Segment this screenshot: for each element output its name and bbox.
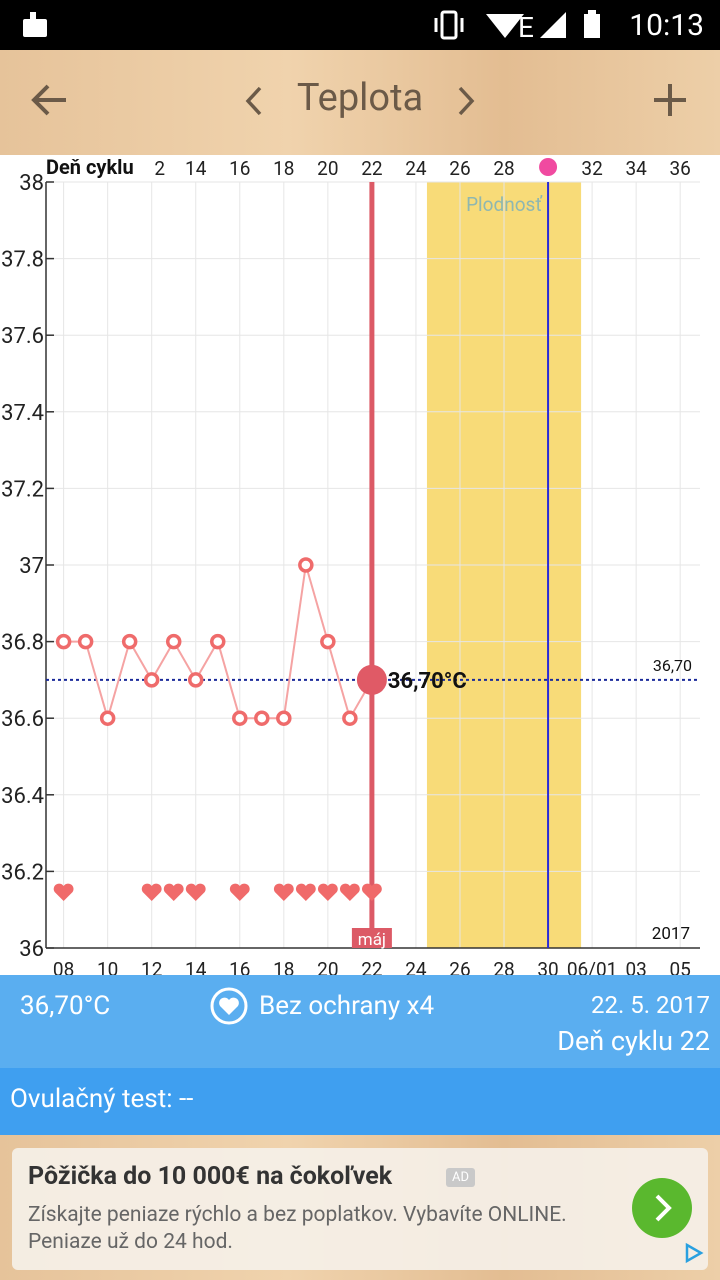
temperature-point bbox=[55, 633, 72, 650]
temperature-point bbox=[121, 633, 138, 650]
ad-button[interactable] bbox=[632, 1178, 692, 1238]
intercourse-heart bbox=[185, 883, 206, 901]
x-tick-label: 14 bbox=[185, 958, 207, 975]
y-tick-label: 37.2 bbox=[1, 477, 44, 502]
top-tick-label: 18 bbox=[273, 157, 294, 180]
toolbar-title: Teplota bbox=[296, 76, 424, 120]
x-tick-label: 03 bbox=[625, 958, 646, 975]
ovulation-test: Ovulačný test: -- bbox=[10, 1084, 194, 1114]
top-tick-label: 16 bbox=[229, 157, 250, 180]
temperature-point bbox=[276, 710, 292, 726]
notification-icon bbox=[23, 12, 47, 37]
top-tick-label: 20 bbox=[317, 157, 338, 180]
intercourse-heart bbox=[273, 883, 294, 901]
temperature-point bbox=[232, 710, 248, 726]
y-tick-label: 36.6 bbox=[1, 707, 44, 732]
y-tick-label: 36.8 bbox=[1, 631, 44, 656]
ovulation-test-row[interactable]: Ovulačný test: -- bbox=[0, 1068, 720, 1135]
protection: Bez ochrany x4 bbox=[259, 991, 435, 1021]
temperature-point bbox=[77, 633, 94, 650]
date: 22. 5. 2017 bbox=[591, 991, 710, 1019]
temperature-point bbox=[342, 710, 358, 726]
day-info: 36,70°C Bez ochrany x4 22. 5. 2017 Deň c… bbox=[0, 975, 720, 1068]
next-button[interactable] bbox=[454, 84, 478, 118]
x-tick-label: 26 bbox=[449, 958, 470, 975]
temperature-point bbox=[99, 710, 116, 726]
y-tick-label: 36.2 bbox=[1, 860, 44, 885]
x-tick-label: 06/01 bbox=[567, 958, 618, 975]
x-tick-label: 22 bbox=[361, 958, 382, 975]
top-tick-label: 28 bbox=[493, 157, 514, 180]
month-label: máj bbox=[358, 930, 386, 950]
x-tick-label: 28 bbox=[493, 958, 514, 975]
x-tick-label: 12 bbox=[141, 958, 162, 975]
intercourse-heart bbox=[229, 883, 250, 901]
temperature-point bbox=[320, 633, 336, 650]
prev-button[interactable] bbox=[242, 84, 266, 118]
top-tick-label: 32 bbox=[581, 157, 602, 180]
temperature-point bbox=[254, 710, 270, 726]
adchoices-icon[interactable] bbox=[682, 1242, 704, 1264]
temperature-point bbox=[210, 633, 226, 650]
temperature-point bbox=[165, 633, 182, 650]
x-tick-label: 20 bbox=[317, 958, 338, 975]
y-tick-label: 37.6 bbox=[1, 324, 44, 349]
temperature-chart: Plodnosť3636.236.436.636.83737.237.437.6… bbox=[0, 155, 720, 975]
temperature-point bbox=[143, 672, 160, 688]
clock: 10:13 bbox=[629, 8, 704, 43]
year-label: 2017 bbox=[652, 924, 690, 944]
y-tick-label: 37.8 bbox=[1, 248, 44, 273]
intercourse-heart bbox=[317, 883, 338, 901]
status-bar: E 10:13 bbox=[0, 0, 720, 50]
temperature: 36,70°C bbox=[20, 991, 111, 1021]
top-tick-label: 2 bbox=[154, 157, 165, 180]
x-tick-label: 24 bbox=[405, 958, 427, 975]
top-tick-label: 26 bbox=[449, 157, 470, 180]
intercourse-heart bbox=[163, 883, 184, 901]
intercourse-heart bbox=[141, 883, 162, 901]
back-button[interactable] bbox=[30, 82, 70, 122]
y-tick-label: 36.4 bbox=[1, 784, 44, 809]
add-button[interactable] bbox=[652, 82, 688, 118]
status-icons: E bbox=[434, 10, 600, 40]
selected-value-label: 36,70°C bbox=[388, 669, 467, 694]
y-tick-label: 36 bbox=[19, 937, 44, 962]
y-tick-label: 38 bbox=[19, 171, 44, 196]
ovulation-marker bbox=[539, 158, 558, 176]
ad-text: Získajte peniaze rýchlo a bez poplatkov.… bbox=[28, 1203, 567, 1254]
temperature-point bbox=[298, 557, 314, 573]
temperature-point bbox=[187, 672, 204, 688]
cycle-day: Deň cyklu 22 bbox=[557, 1025, 710, 1057]
y-tick-label: 37 bbox=[19, 554, 44, 579]
top-tick-label: 34 bbox=[625, 157, 647, 180]
svg-text:E: E bbox=[518, 11, 534, 40]
top-tick-label: 14 bbox=[185, 157, 207, 180]
ad-title: Pôžička do 10 000€ na čokoľvek bbox=[28, 1162, 393, 1191]
x-tick-label: 05 bbox=[670, 958, 691, 975]
intercourse-heart bbox=[53, 883, 74, 901]
intercourse-heart bbox=[361, 883, 382, 901]
x-tick-label: 08 bbox=[53, 958, 74, 975]
reference-label: 36,70 bbox=[653, 656, 692, 675]
x-axis-label: Deň cyklu bbox=[46, 155, 134, 179]
top-tick-label: 22 bbox=[361, 157, 382, 180]
selected-point bbox=[356, 664, 387, 695]
x-tick-label: 16 bbox=[229, 958, 250, 975]
top-tick-label: 36 bbox=[670, 157, 691, 180]
ad-banner[interactable]: Pôžička do 10 000€ na čokoľvek AD Získaj… bbox=[12, 1148, 708, 1270]
heart-icon bbox=[210, 987, 248, 1025]
top-tick-label: 24 bbox=[405, 157, 427, 180]
ad-badge: AD bbox=[446, 1168, 476, 1187]
intercourse-heart bbox=[339, 883, 360, 901]
month-badge bbox=[351, 928, 392, 948]
y-tick-label: 37.4 bbox=[1, 401, 44, 426]
intercourse-heart bbox=[295, 883, 316, 901]
x-tick-label: 30 bbox=[537, 958, 558, 975]
toolbar: Teplota bbox=[0, 50, 720, 155]
x-tick-label: 10 bbox=[97, 958, 118, 975]
x-tick-label: 18 bbox=[273, 958, 294, 975]
